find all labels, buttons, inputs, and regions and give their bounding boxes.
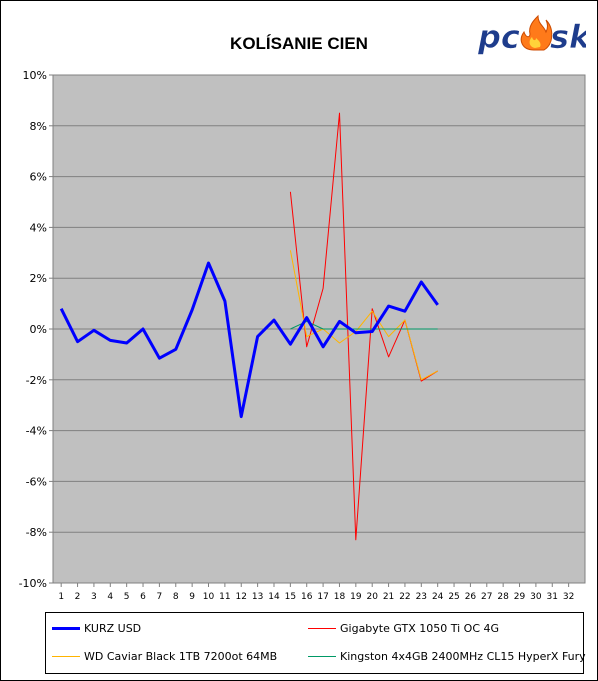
x-tick-label: 10 [203,592,215,602]
x-tick-label: 4 [107,592,113,602]
x-tick-label: 9 [189,592,195,602]
x-tick-label: 20 [366,592,378,602]
y-tick-label: -2% [26,374,47,387]
x-tick-label: 31 [547,592,558,602]
x-tick-label: 1 [58,592,64,602]
series-group [59,112,439,541]
legend-swatch-kingston [308,656,336,657]
x-tick-label: 14 [268,592,280,602]
legend-swatch-wd [52,656,80,657]
x-tick-label: 2 [75,592,81,602]
x-tick-label: 5 [124,592,130,602]
x-tick-label: 27 [481,592,492,602]
x-tick-label: 3 [91,592,97,602]
x-tick-label: 12 [236,592,247,602]
legend-swatch-kurz-usd [52,627,80,630]
y-tick-label: 2% [30,272,47,285]
x-tick-label: 23 [416,592,427,602]
series-line-kingston-4x4gb-2400mhz-cl15-hyperx-fury [290,320,438,330]
x-tick-label: 16 [301,592,313,602]
x-tick-label: 7 [157,592,163,602]
x-tick-label: 18 [334,592,346,602]
legend-label-gigabyte: Gigabyte GTX 1050 Ti OC 4G [340,622,500,635]
x-tick-label: 19 [350,592,362,602]
logo-text: pc [477,18,520,56]
x-tick-label: 32 [563,592,574,602]
pcesk-logo: pc sk [477,14,586,56]
y-axis-ticks: 10% 8% 6% 4% 2% 0% -2% -4% -6% -8% -10% [19,69,53,590]
x-tick-label: 28 [497,592,509,602]
logo-flame-icon [520,14,553,51]
y-tick-label: -10% [19,577,47,590]
logo-text-2: sk [550,18,586,56]
y-tick-label: -6% [26,475,47,488]
x-tick-label: 6 [140,592,146,602]
y-tick-label: 6% [30,171,47,184]
y-tick-label: -4% [26,425,47,438]
legend-label-kurz-usd: KURZ USD [84,622,142,635]
x-tick-label: 15 [285,592,296,602]
y-tick-label: 8% [30,120,47,133]
x-tick-label: 11 [219,592,230,602]
x-tick-label: 29 [514,592,526,602]
x-tick-label: 25 [448,592,459,602]
x-tick-label: 8 [173,592,179,602]
series-line-kurz-usd [59,261,439,419]
y-tick-label: 4% [30,221,47,234]
legend-label-wd: WD Caviar Black 1TB 7200ot 64MB [84,650,278,663]
chart-title: KOLÍSANIE CIEN [230,34,368,53]
x-tick-label: 30 [530,592,542,602]
legend-label-kingston: Kingston 4x4GB 2400MHz CL15 HyperX Fury [340,650,586,663]
x-tick-label: 26 [465,592,477,602]
y-tick-label: -8% [26,526,47,539]
x-tick-label: 17 [317,592,328,602]
x-tick-label: 21 [383,592,394,602]
legend-swatch-gigabyte [308,628,336,629]
x-axis-ticks: 1 2 3 4 5 6 7 8 9 10 11 12 13 14 15 16 17 18 19 20 21 22 23 24 2… [58,583,574,602]
x-tick-label: 22 [399,592,410,602]
y-tick-label: 0% [30,323,47,336]
x-tick-label: 13 [252,592,263,602]
y-tick-label: 10% [23,69,47,82]
x-tick-label: 24 [432,592,444,602]
legend: KURZ USD Gigabyte GTX 1050 Ti OC 4G WD C… [45,612,586,674]
